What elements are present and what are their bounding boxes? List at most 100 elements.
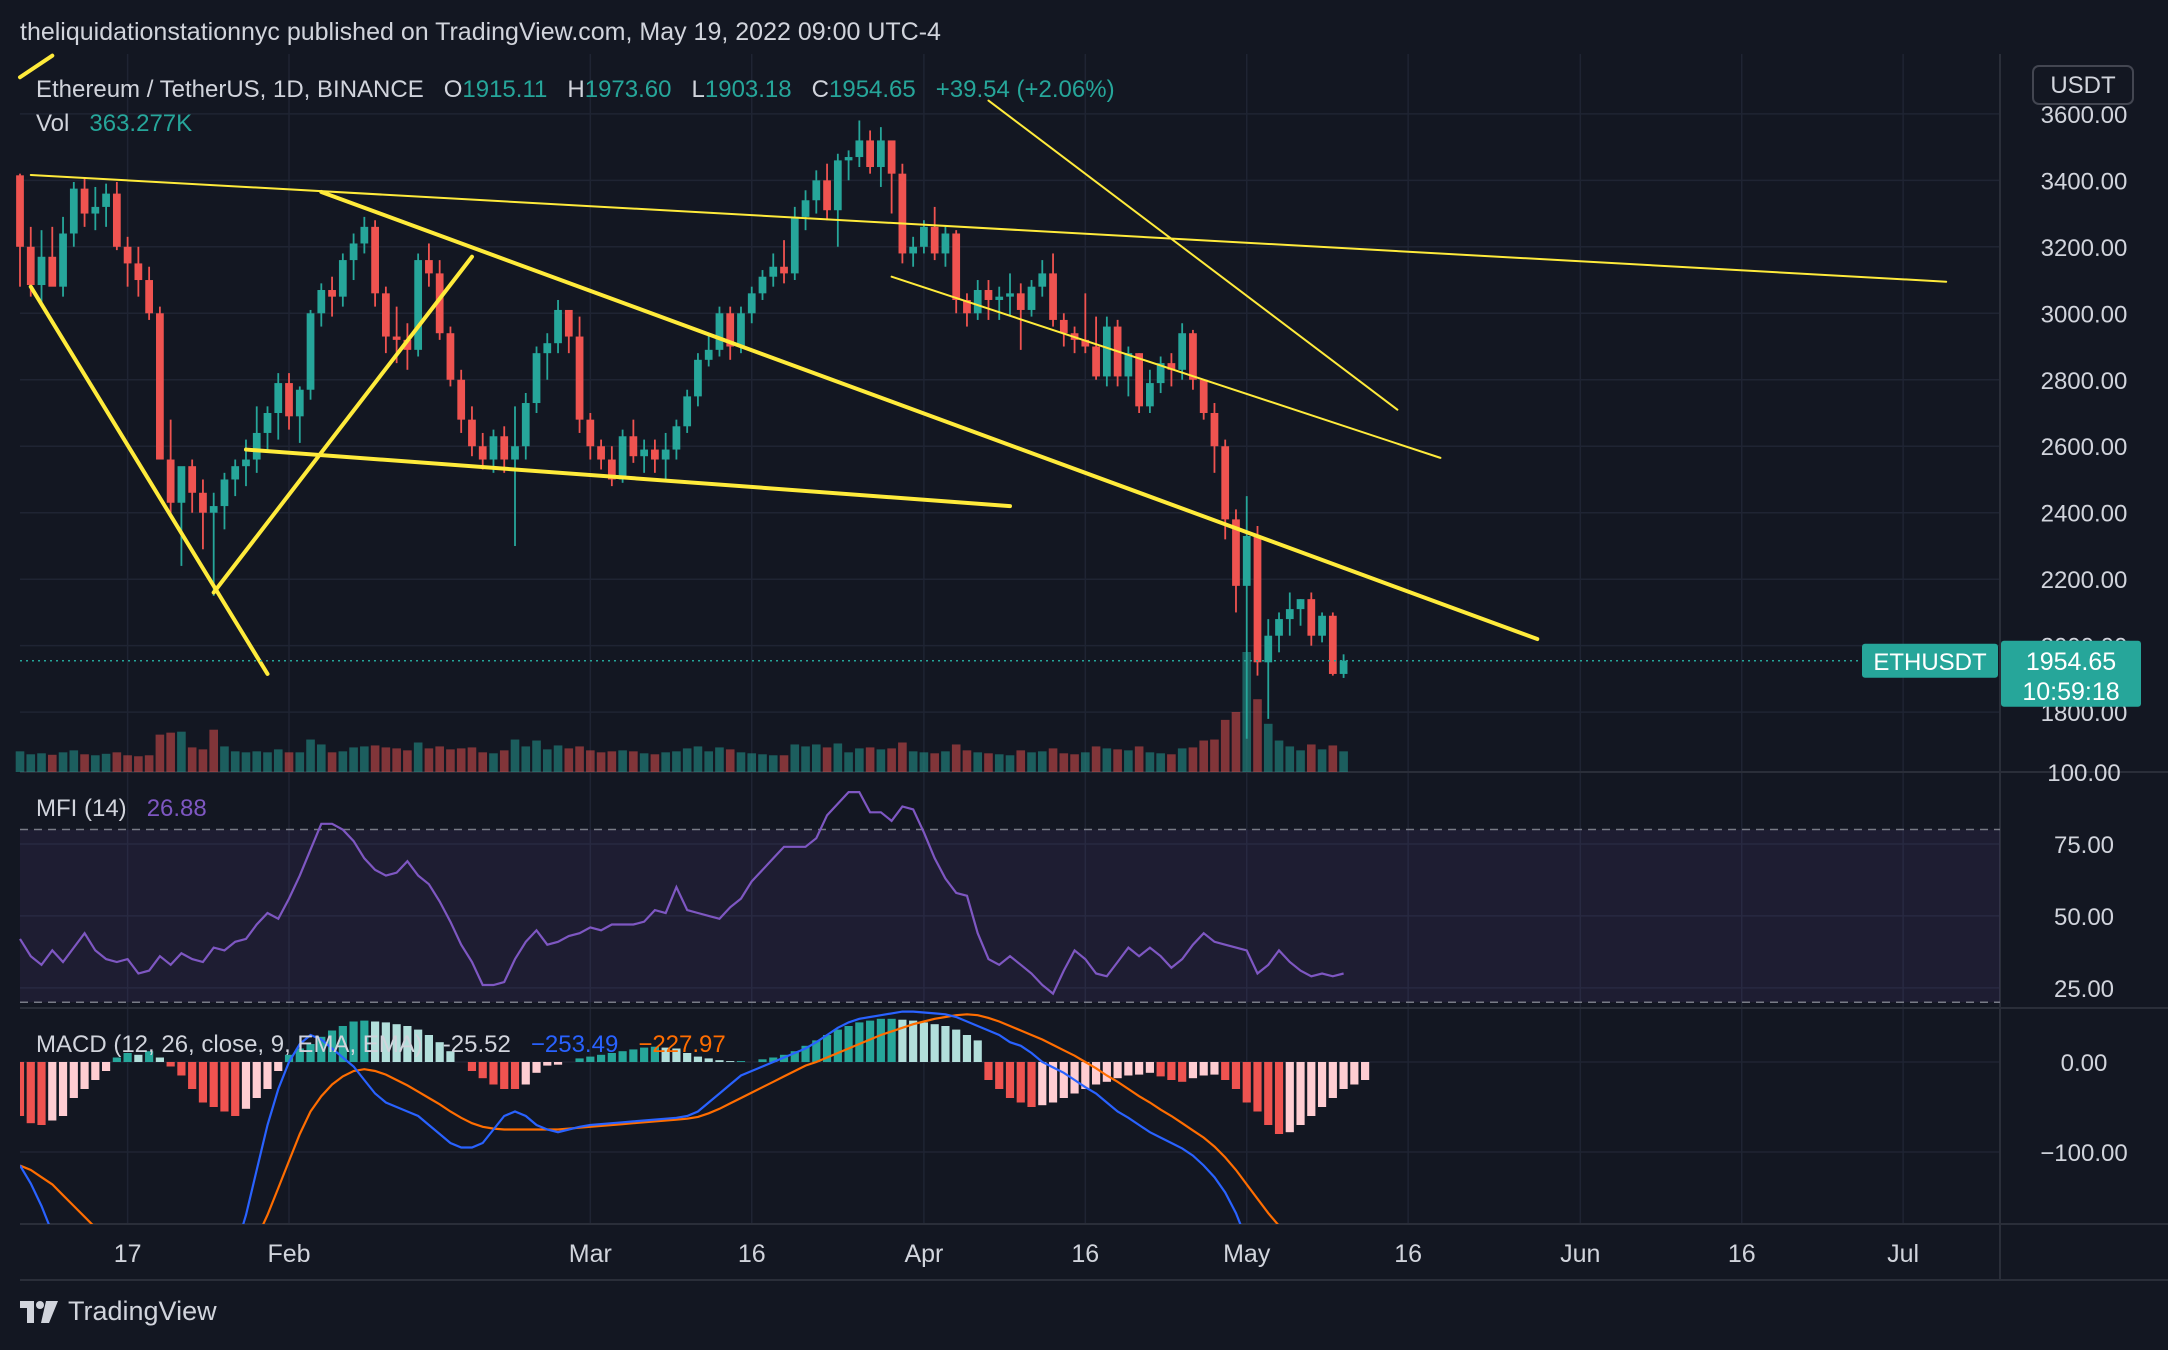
candle-body (37, 256, 46, 286)
macd-legend[interactable]: MACD (12, 26, close, 9, EMA, EMA) -25.52… (36, 1031, 726, 1059)
candle-body (984, 290, 993, 300)
volume-bar (704, 751, 713, 772)
volume-bar (370, 745, 380, 772)
macd-histogram-bar (338, 1026, 347, 1062)
candle-body (876, 140, 885, 168)
mfi-tick-label: 25.00 (2054, 976, 2114, 1003)
mfi-legend[interactable]: MFI (14) 26.88 (36, 795, 207, 823)
macd-histogram-bar (790, 1051, 799, 1062)
volume-bar (1317, 749, 1327, 772)
candle-body (887, 140, 896, 174)
volume-bar (47, 754, 57, 772)
volume-bar (392, 748, 401, 772)
volume-bar (801, 746, 810, 772)
candle-body (112, 193, 121, 247)
candle-body (823, 180, 831, 211)
macd-histogram-bar (489, 1062, 498, 1085)
volume-bar (1156, 753, 1165, 772)
macd-histogram-bar (467, 1062, 477, 1071)
candle-body (704, 349, 713, 360)
candle-body (274, 383, 283, 413)
macd-histogram-bar (1178, 1062, 1187, 1082)
volume-bar (532, 740, 541, 772)
trendline (987, 99, 1399, 411)
candle-body (489, 436, 498, 460)
candle-body (683, 396, 692, 427)
candle-body (780, 266, 788, 274)
candle-body (1199, 379, 1208, 413)
volume-bar (779, 755, 789, 772)
candle-body (909, 246, 918, 254)
candle-body (1221, 446, 1230, 520)
volume-bar (489, 753, 498, 772)
macd-hist-value: -25.52 (442, 1031, 511, 1058)
tradingview-footer[interactable]: TradingView (20, 1296, 217, 1327)
macd-histogram-bar (887, 1018, 896, 1062)
volume-bar (919, 752, 929, 772)
volume-bar (575, 746, 584, 772)
mfi-band (20, 829, 2000, 1003)
candle-body (1307, 599, 1316, 636)
macd-histogram-bar (500, 1062, 509, 1089)
volume-bar (91, 755, 100, 772)
price-tick-label: 3600.00 (2041, 102, 2128, 129)
candle-body (306, 313, 315, 390)
volume-bar (1167, 754, 1176, 772)
candle-body (898, 173, 907, 254)
macd-histogram-bar (37, 1062, 46, 1125)
ohlc-open-label: O (443, 76, 463, 103)
price-tick-label: 3400.00 (2041, 168, 2128, 195)
volume-bar (1210, 739, 1219, 772)
candle-body (726, 313, 735, 347)
volume-bar (1102, 748, 1112, 772)
volume-bar (758, 754, 767, 772)
macd-histogram-bar (1242, 1062, 1251, 1103)
candle-body (833, 160, 842, 211)
candle-body (500, 436, 509, 460)
volume-bar (413, 742, 423, 772)
macd-signal-line (20, 1013, 1279, 1224)
symbol-legend[interactable]: Ethereum / TetherUS, 1D, BINANCE O1915.1… (36, 76, 1115, 104)
volume-bar (80, 754, 89, 772)
candle-body (349, 243, 358, 261)
macd-histogram-bar (629, 1049, 638, 1062)
price-tick-label: 2200.00 (2041, 567, 2128, 594)
ohlc-low: 1903.18 (704, 76, 792, 103)
macd-histogram-bar (1221, 1062, 1230, 1080)
macd-histogram-bar (1016, 1062, 1025, 1103)
candle-body (123, 246, 132, 264)
macd-histogram-bar (414, 1029, 423, 1062)
volume-bar (1048, 748, 1058, 772)
macd-histogram-bar (435, 1042, 444, 1062)
candle-body (371, 226, 379, 294)
volume-bar (349, 747, 358, 772)
volume-bar (1134, 746, 1144, 772)
candle-body (554, 309, 562, 344)
mfi-label: MFI (14) (36, 795, 127, 822)
volume-bar (101, 753, 111, 772)
candle-body (435, 273, 444, 334)
macd-histogram-bar (392, 1024, 401, 1062)
volume-bar (682, 748, 692, 772)
candle-body (995, 296, 1004, 300)
candle-body (295, 389, 304, 417)
volume-bar (1037, 751, 1047, 772)
candle-body (1264, 635, 1273, 663)
candle-body (1135, 353, 1144, 407)
macd-histogram-bar (424, 1035, 434, 1062)
macd-histogram-bar (855, 1022, 864, 1062)
macd-histogram-bar (1339, 1062, 1348, 1089)
volume-legend[interactable]: Vol 363.277K (36, 110, 192, 138)
candle-body (1027, 286, 1036, 310)
volume-bar (887, 748, 896, 772)
time-tick-label: Jun (1560, 1240, 1600, 1268)
volume-bar (833, 743, 843, 772)
macd-value: −253.49 (530, 1031, 619, 1058)
candle-body (59, 233, 67, 287)
volume-bar (951, 744, 961, 772)
candle-body (457, 379, 466, 420)
macd-histogram-bar (1317, 1062, 1327, 1107)
candle-body (156, 313, 164, 460)
volume-bar (1253, 699, 1262, 772)
